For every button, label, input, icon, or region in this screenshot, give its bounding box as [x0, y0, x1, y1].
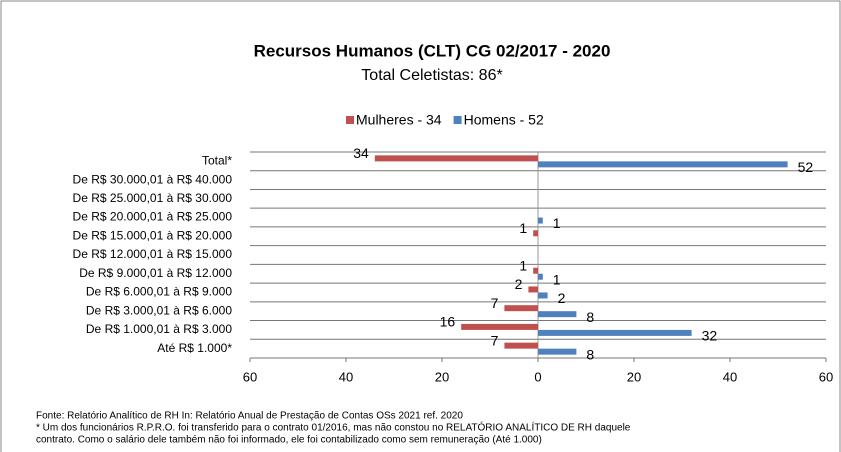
bar	[533, 267, 538, 274]
x-tick-label: 20	[627, 369, 641, 384]
bar	[538, 273, 543, 280]
data-label: 1	[553, 271, 561, 287]
bar	[538, 348, 577, 355]
bar	[538, 329, 692, 336]
x-tick-label: 60	[243, 369, 257, 384]
y-tick-label: Até R$ 1.000*	[157, 341, 232, 355]
data-label: 8	[586, 346, 594, 362]
bar	[504, 342, 538, 349]
data-label: 7	[491, 332, 499, 348]
data-label: 2	[558, 290, 566, 306]
bar	[538, 311, 577, 318]
bar	[461, 323, 538, 330]
x-tick-label: 40	[723, 369, 737, 384]
note: contrato. Como o salário dele também não…	[36, 435, 542, 446]
data-label: 1	[519, 220, 527, 236]
y-tick-label: De R$ 12.000,01 à R$ 15.000	[73, 247, 233, 261]
legend-swatch	[453, 116, 462, 124]
legend-swatch	[346, 116, 354, 124]
x-tick-label: 60	[819, 369, 833, 384]
chart-title: Recursos Humanos (CLT) CG 02/2017 - 2020	[254, 41, 611, 60]
x-tick-label: 0	[534, 369, 541, 384]
bar	[504, 305, 538, 312]
legend-label: Mulheres - 34	[356, 112, 442, 128]
data-label: 1	[519, 257, 527, 273]
y-tick-label: Total*	[202, 154, 232, 168]
bar	[538, 161, 788, 168]
y-tick-label: De R$ 25.000,01 à R$ 30.000	[73, 191, 233, 205]
note: Fonte: Relatório Analítico de RH In: Rel…	[36, 411, 463, 422]
y-tick-label: De R$ 30.000,01 à R$ 40.000	[73, 172, 233, 186]
data-label: 8	[586, 309, 594, 325]
bar	[374, 155, 538, 162]
bar	[538, 217, 543, 224]
y-tick-label: De R$ 1.000,01 à R$ 3.000	[86, 322, 232, 336]
y-tick-label: De R$ 6.000,01 à R$ 9.000	[86, 285, 232, 299]
bar	[533, 230, 538, 237]
data-label: 1	[553, 215, 561, 231]
y-tick-label: De R$ 20.000,01 à R$ 25.000	[73, 210, 233, 224]
note: * Um dos funcionários R.P.R.O. foi trans…	[36, 421, 631, 434]
x-tick-label: 40	[339, 369, 353, 384]
data-label: 7	[491, 295, 499, 311]
bar	[538, 292, 548, 299]
data-label: 32	[702, 328, 718, 344]
bar	[528, 286, 538, 293]
x-tick-label: 20	[435, 369, 449, 384]
data-label: 52	[798, 159, 814, 175]
y-tick-label: De R$ 3.000,01 à R$ 6.000	[86, 303, 232, 317]
data-label: 34	[353, 145, 369, 161]
y-tick-label: De R$ 15.000,01 à R$ 20.000	[73, 228, 233, 242]
legend-label: Homens - 52	[464, 112, 544, 128]
chart-subtitle: Total Celetistas: 86*	[361, 67, 502, 84]
data-label: 16	[440, 314, 456, 330]
y-tick-label: De R$ 9.000,01 à R$ 12.000	[79, 266, 232, 280]
data-label: 2	[515, 276, 523, 292]
